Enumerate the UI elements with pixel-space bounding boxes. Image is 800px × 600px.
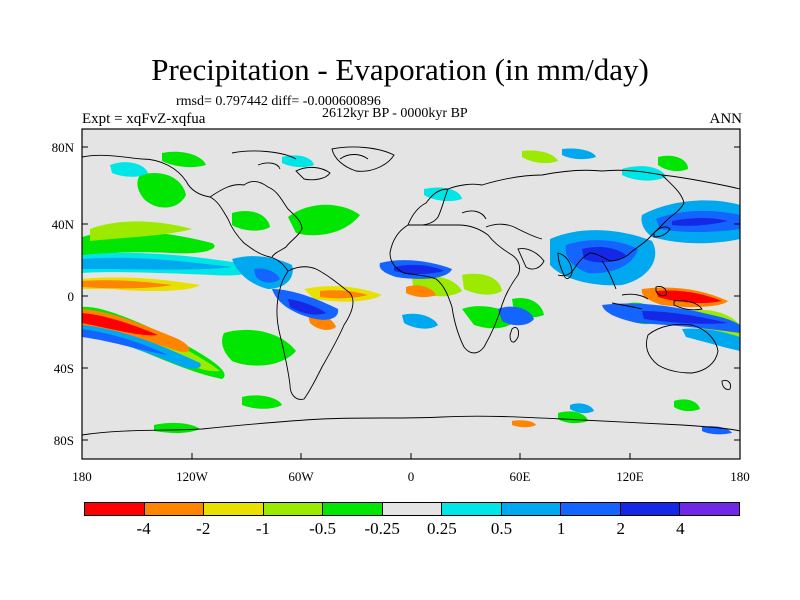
colorbar-label: 4 <box>676 519 685 538</box>
lat-tick-label: 40N <box>52 217 75 232</box>
lon-tick-label: 60W <box>288 469 314 484</box>
colorbar-label: 2 <box>616 519 625 538</box>
lat-tick-label: 80S <box>54 433 74 448</box>
lat-tick-label: 80N <box>52 140 75 155</box>
colorbar-swatch <box>680 503 740 515</box>
colorbar-label: -1 <box>255 519 270 538</box>
lon-axis: 180 120W 60W 0 60E 120E 180 <box>72 453 750 484</box>
lat-axis: 80N 40N 0 40S 80S <box>52 140 740 448</box>
colorbar-swatch <box>442 503 502 515</box>
plot-title: Precipitation - Evaporation (in mm/day) <box>151 52 649 87</box>
lat-tick-label: 0 <box>68 289 75 304</box>
colorbar-label: 1 <box>556 519 566 538</box>
colorbar-labels: -4 -2 -1 -0.5 -0.25 0.25 0.5 1 2 4 <box>84 519 740 539</box>
lon-tick-label: 180 <box>72 469 92 484</box>
colorbar-label: -0.5 <box>309 519 336 538</box>
colorbar-label: 0.25 <box>426 519 457 538</box>
lon-tick-label: 60E <box>510 469 531 484</box>
lat-tick-label: 40S <box>54 361 74 376</box>
precip-field <box>82 148 740 435</box>
colorbar-swatch <box>85 503 145 515</box>
stats-text: rmsd= 0.797442 diff= -0.000600896 <box>176 94 381 109</box>
colorbar-swatch <box>620 503 681 515</box>
colorbar-label: -2 <box>196 519 211 538</box>
colorbar-swatch <box>263 503 324 515</box>
colorbar-swatch <box>382 503 443 515</box>
colorbar-swatch <box>501 503 562 515</box>
coastlines <box>81 146 741 436</box>
colorbar-label: -0.25 <box>364 519 400 538</box>
colorbar-swatch <box>561 503 621 515</box>
colorbar <box>84 502 740 516</box>
lon-tick-label: 180 <box>730 469 750 484</box>
colorbar-swatch <box>144 503 205 515</box>
colorbar-swatch <box>204 503 264 515</box>
map-plot: 80N 40N 0 40S 80S 180 120W 60W 0 60E 120… <box>52 128 750 484</box>
period-text: 2612kyr BP - 0000kyr BP <box>322 106 468 121</box>
season-label: ANN <box>709 111 743 127</box>
colorbar-swatch <box>323 503 383 515</box>
lon-tick-label: 0 <box>408 469 415 484</box>
colorbar-label: -4 <box>136 519 151 538</box>
colorbar-label: 0.5 <box>490 519 513 538</box>
experiment-label: Expt = xqFvZ-xqfua <box>82 111 206 127</box>
lon-tick-label: 120E <box>616 469 644 484</box>
lon-tick-label: 120W <box>176 469 209 484</box>
